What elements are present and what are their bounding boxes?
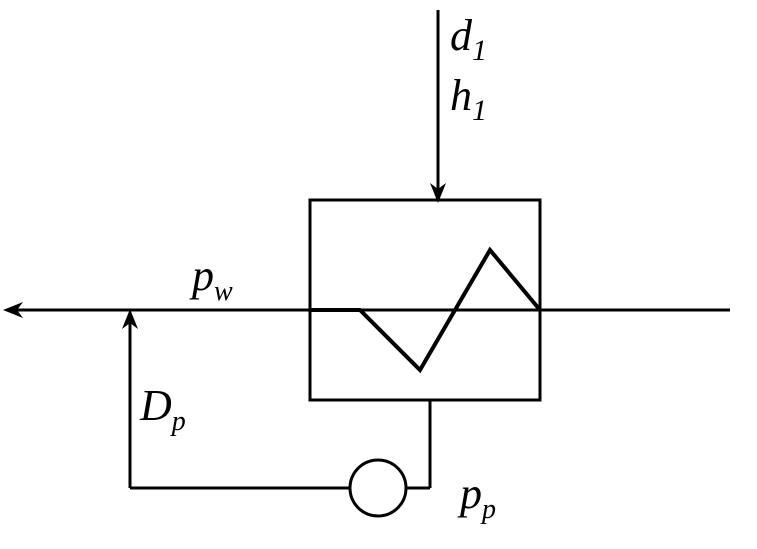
label-pp: pp bbox=[460, 468, 496, 526]
label-Dp-main: D bbox=[140, 381, 172, 430]
label-pp-sub: p bbox=[482, 494, 496, 525]
label-Dp-sub: p bbox=[172, 406, 186, 437]
label-pw-sub: w bbox=[214, 276, 233, 307]
label-h1-main: h bbox=[450, 71, 472, 120]
label-pw: pw bbox=[192, 250, 233, 308]
label-h1-sub: 1 bbox=[472, 94, 487, 127]
label-d1-main: d bbox=[450, 11, 472, 60]
label-pp-main: p bbox=[460, 469, 482, 518]
schematic-diagram bbox=[0, 0, 757, 549]
label-pw-main: p bbox=[192, 251, 214, 300]
heat-exchanger-box bbox=[310, 200, 540, 400]
pump-symbol bbox=[350, 460, 406, 516]
label-Dp: Dp bbox=[140, 380, 186, 438]
label-h1: h1 bbox=[450, 70, 487, 128]
label-d1-sub: 1 bbox=[472, 34, 487, 67]
label-d1: d1 bbox=[450, 10, 487, 68]
